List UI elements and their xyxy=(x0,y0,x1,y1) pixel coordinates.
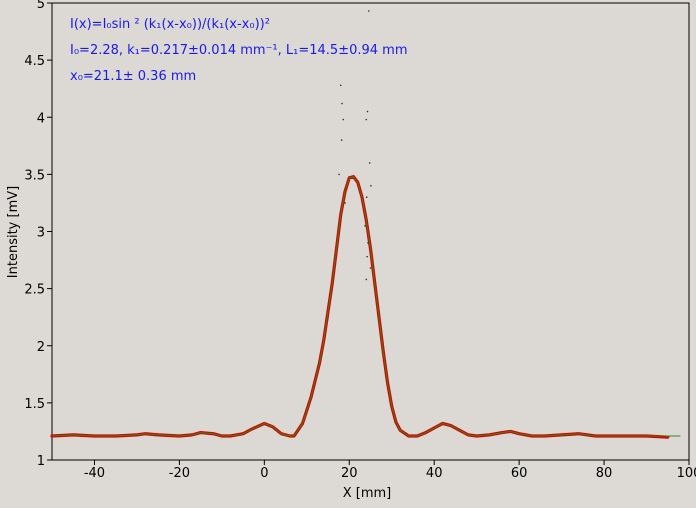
scatter-point xyxy=(365,196,368,199)
formula-annotation: I(x)=I₀sin ² (k₁(x-x₀))/(k₁(x-x₀))² xyxy=(70,17,270,32)
scatter-point xyxy=(339,84,342,87)
y-tick-label: 1.5 xyxy=(24,397,45,412)
x-tick-label: 100 xyxy=(677,466,696,481)
scatter-point xyxy=(366,255,368,258)
scatter-point xyxy=(342,118,345,121)
scatter-point xyxy=(340,139,343,141)
x-tick-label: 20 xyxy=(341,466,358,481)
x-tick-label: 60 xyxy=(511,466,528,481)
y-tick-label: 3.5 xyxy=(24,168,45,183)
x-tick-label: 0 xyxy=(260,466,268,481)
x-tick-label: -20 xyxy=(169,466,190,481)
axes: -40 -20 0 20 40 60 80 100 1 1.5 2 2.5 3 3.5 4 4.5 5 xyxy=(24,0,696,481)
scatter-point xyxy=(366,110,369,113)
scatter-point xyxy=(338,173,340,176)
y-tick-label: 1 xyxy=(37,454,45,469)
params-annotation-2: x₀=21.1± 0.36 mm xyxy=(70,69,196,84)
fit-curve-line xyxy=(51,176,681,437)
y-tick-label: 2 xyxy=(37,340,45,355)
scatter-point xyxy=(365,278,368,281)
scatter-point xyxy=(365,118,368,121)
scatter-point xyxy=(370,185,372,187)
params-annotation-1: I₀=2.28, k₁=0.217±0.014 mm⁻¹, L₁=14.5±0.… xyxy=(70,43,408,58)
scatter-point xyxy=(344,202,346,204)
scatter-point xyxy=(367,242,369,244)
scatter-point xyxy=(364,224,366,227)
marks xyxy=(50,10,681,439)
y-tick-label: 2.5 xyxy=(24,283,45,298)
y-tick-label: 4.5 xyxy=(24,54,45,69)
x-axis-label: X [mm] xyxy=(343,486,392,501)
scatter-point xyxy=(369,267,372,269)
x-tick-label: 80 xyxy=(596,466,613,481)
y-tick-label: 3 xyxy=(37,226,45,241)
y-tick-label: 5 xyxy=(37,0,45,12)
scatter-point xyxy=(341,102,343,105)
scatter-point xyxy=(368,162,371,164)
y-tick-label: 4 xyxy=(37,111,45,126)
scatter-point xyxy=(368,10,370,12)
y-axis-label: Intensity [mV] xyxy=(6,186,21,278)
x-tick-label: -40 xyxy=(84,466,105,481)
plot-area xyxy=(51,2,690,461)
x-tick-label: 40 xyxy=(426,466,443,481)
